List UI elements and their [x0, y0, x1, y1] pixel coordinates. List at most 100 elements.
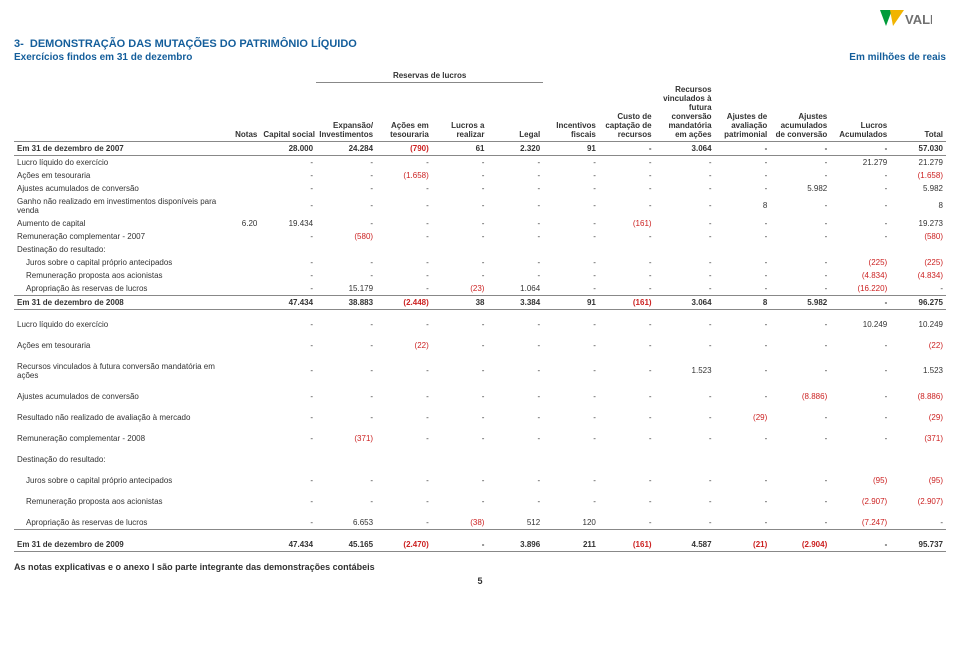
cell: -	[655, 169, 715, 182]
row-label: Lucro líquido do exercício	[14, 155, 228, 169]
cell: -	[599, 331, 655, 352]
cell: 2.320	[487, 141, 543, 155]
col-legal: Legal	[487, 83, 543, 142]
cell: -	[260, 466, 316, 487]
cell: -	[599, 508, 655, 530]
cell	[316, 445, 376, 466]
cell	[228, 466, 260, 487]
cell: -	[770, 352, 830, 382]
cell	[228, 352, 260, 382]
table-row: Aumento de capital6.2019.434-----(161)--…	[14, 217, 946, 230]
row-label: Juros sobre o capital próprio antecipado…	[14, 256, 228, 269]
cell: -	[543, 169, 599, 182]
cell: -	[376, 382, 432, 403]
cell: -	[599, 195, 655, 217]
cell: -	[487, 466, 543, 487]
table-row: Ajustes acumulados de conversão---------…	[14, 382, 946, 403]
cell: -	[316, 155, 376, 169]
cell: -	[715, 169, 771, 182]
row-label: Destinação do resultado:	[14, 445, 228, 466]
cell: -	[376, 508, 432, 530]
cell: (161)	[599, 217, 655, 230]
cell: (225)	[830, 256, 890, 269]
cell	[543, 243, 599, 256]
cell: -	[487, 309, 543, 331]
cell: -	[770, 309, 830, 331]
cell: -	[770, 487, 830, 508]
cell: (580)	[316, 230, 376, 243]
cell: 8	[890, 195, 946, 217]
cell: (95)	[890, 466, 946, 487]
col-recursos: Recursos vinculados à futura conversão m…	[655, 83, 715, 142]
cell: -	[599, 466, 655, 487]
cell	[376, 243, 432, 256]
table-row: Ações em tesouraria--(1.658)--------(1.6…	[14, 169, 946, 182]
row-label: Em 31 de dezembro de 2008	[14, 295, 228, 309]
cell: -	[316, 352, 376, 382]
row-label: Remuneração proposta aos acionistas	[14, 487, 228, 508]
cell: -	[715, 309, 771, 331]
cell: -	[432, 487, 488, 508]
col-expansao: Expansão/ Investimentos	[316, 83, 376, 142]
cell: -	[432, 352, 488, 382]
cell: -	[260, 256, 316, 269]
cell: (371)	[316, 424, 376, 445]
cell: -	[715, 182, 771, 195]
cell: (29)	[890, 403, 946, 424]
cell: -	[770, 256, 830, 269]
cell	[228, 182, 260, 195]
cell: -	[599, 230, 655, 243]
cell: 5.982	[890, 182, 946, 195]
cell: (1.658)	[376, 169, 432, 182]
table-row: Juros sobre o capital próprio antecipado…	[14, 256, 946, 269]
cell: -	[376, 217, 432, 230]
cell: 38	[432, 295, 488, 309]
cell: 10.249	[830, 309, 890, 331]
cell: -	[770, 195, 830, 217]
cell: 6.20	[228, 217, 260, 230]
row-label: Em 31 de dezembro de 2009	[14, 529, 228, 551]
cell: -	[770, 217, 830, 230]
cell	[599, 243, 655, 256]
cell: -	[432, 155, 488, 169]
cell: -	[715, 269, 771, 282]
cell: -	[599, 309, 655, 331]
cell: -	[830, 230, 890, 243]
cell: (790)	[376, 141, 432, 155]
table-row: Em 31 de dezembro de 200728.00024.284(79…	[14, 141, 946, 155]
table-row: Destinação do resultado:	[14, 445, 946, 466]
table-row: Ações em tesouraria--(22)--------(22)	[14, 331, 946, 352]
cell: -	[543, 230, 599, 243]
cell: (21)	[715, 529, 771, 551]
cell: -	[316, 195, 376, 217]
cell: 61	[432, 141, 488, 155]
cell: -	[260, 331, 316, 352]
col-ajustes-aval: Ajustes de avaliação patrimonial	[715, 83, 771, 142]
cell: -	[316, 256, 376, 269]
cell: -	[432, 466, 488, 487]
cell: -	[715, 217, 771, 230]
cell: (4.834)	[890, 269, 946, 282]
cell: -	[770, 508, 830, 530]
cell: -	[830, 424, 890, 445]
cell: -	[432, 195, 488, 217]
cell: 57.030	[890, 141, 946, 155]
cell	[228, 424, 260, 445]
col-lucros-acum: Lucros Acumulados	[830, 83, 890, 142]
cell: -	[543, 403, 599, 424]
cell	[228, 141, 260, 155]
cell	[228, 230, 260, 243]
cell: (95)	[830, 466, 890, 487]
cell: -	[543, 309, 599, 331]
cell: -	[260, 195, 316, 217]
cell	[655, 243, 715, 256]
cell: -	[599, 487, 655, 508]
cell: -	[260, 282, 316, 296]
cell: -	[890, 282, 946, 296]
cell: -	[376, 282, 432, 296]
cell: -	[543, 256, 599, 269]
doc-title: 3- DEMONSTRAÇÃO DAS MUTAÇÕES DO PATRIMÔN…	[14, 38, 946, 50]
cell	[487, 243, 543, 256]
cell: -	[432, 382, 488, 403]
cell: -	[376, 309, 432, 331]
